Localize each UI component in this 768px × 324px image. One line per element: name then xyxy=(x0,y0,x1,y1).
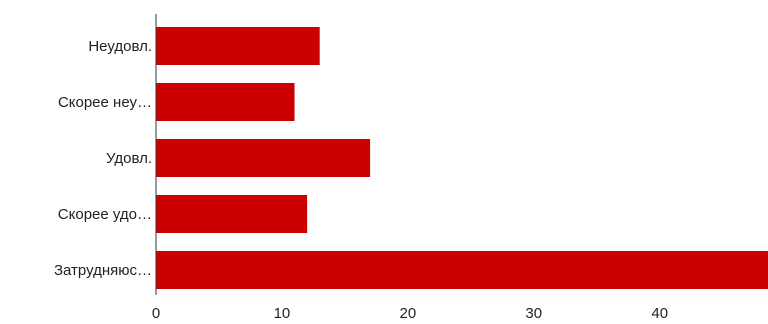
category-label-3: Скорее удо… xyxy=(58,206,152,223)
bar-4 xyxy=(156,251,768,289)
bar-3 xyxy=(156,195,308,233)
category-label-4: Затрудняюс… xyxy=(54,262,152,279)
x-tick-label-1: 10 xyxy=(274,305,291,322)
category-label-2: Удовл. xyxy=(106,150,152,167)
x-tick-label-0: 0 xyxy=(152,305,160,322)
bar-0 xyxy=(156,27,320,65)
x-tick-labels: 0 10 20 30 40 xyxy=(152,305,668,322)
bar-1 xyxy=(156,83,295,121)
category-label-0: Неудовл. xyxy=(88,38,152,55)
category-labels: Неудовл. Скорее неу… Удовл. Скорее удо… Затр… xyxy=(54,38,152,279)
bars-group xyxy=(156,27,768,289)
x-tick-label-3: 30 xyxy=(525,305,542,322)
x-tick-label-4: 40 xyxy=(651,305,668,322)
category-label-1: Скорее неу… xyxy=(58,94,152,111)
x-tick-label-2: 20 xyxy=(400,305,417,322)
bar-2 xyxy=(156,139,371,177)
